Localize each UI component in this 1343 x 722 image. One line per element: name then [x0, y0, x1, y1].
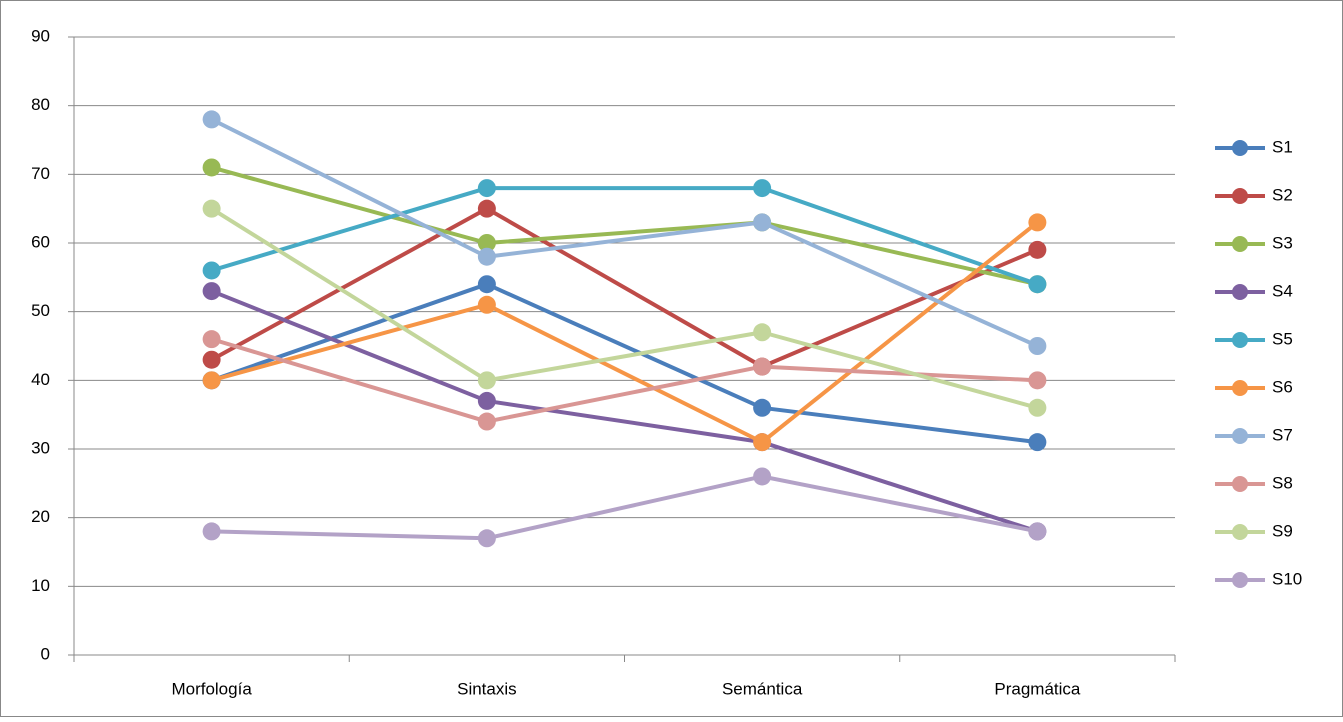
data-point — [753, 398, 772, 417]
data-point — [1028, 433, 1047, 452]
y-tick-label: 70 — [31, 164, 50, 183]
data-point — [477, 391, 496, 410]
data-point — [477, 247, 496, 266]
data-point — [753, 357, 772, 376]
legend-marker — [1232, 524, 1248, 540]
series-line — [211, 165, 1038, 287]
series-line — [210, 289, 1038, 534]
x-tick-label: Semántica — [722, 679, 803, 698]
data-point — [1028, 522, 1047, 541]
data-point — [477, 234, 496, 252]
legend-label: S6 — [1272, 377, 1293, 396]
data-point — [753, 323, 772, 342]
series-line — [210, 206, 1039, 369]
data-point — [1028, 275, 1047, 294]
y-tick-label: 40 — [31, 370, 50, 389]
data-point — [1028, 337, 1047, 355]
series-line — [211, 220, 1039, 445]
data-point — [1028, 240, 1047, 259]
legend-label: S2 — [1272, 185, 1293, 204]
y-tick-label: 20 — [31, 507, 50, 526]
x-tick-label: Sintaxis — [457, 679, 517, 698]
data-point — [202, 522, 221, 541]
legend-marker — [1232, 332, 1248, 348]
data-point — [477, 529, 496, 548]
data-point — [753, 179, 772, 198]
data-point — [477, 179, 496, 198]
legend-label: S3 — [1272, 233, 1293, 252]
data-point — [202, 261, 221, 280]
data-point — [477, 371, 496, 390]
legend-label: S1 — [1272, 137, 1293, 156]
legend-marker — [1232, 572, 1248, 588]
data-point — [477, 199, 496, 218]
data-point — [1028, 371, 1047, 390]
data-point — [477, 412, 496, 431]
data-point — [202, 199, 221, 218]
legend-marker — [1232, 428, 1248, 444]
legend-label: S4 — [1272, 281, 1293, 300]
data-point — [753, 213, 772, 232]
data-point — [202, 371, 221, 390]
series-line — [210, 206, 1038, 410]
series-line — [210, 117, 1039, 348]
series-line — [211, 474, 1038, 541]
data-point — [202, 350, 221, 369]
legend-label: S10 — [1272, 569, 1302, 588]
data-point — [1028, 213, 1047, 232]
y-tick-label: 90 — [31, 26, 50, 45]
x-tick-label: Morfología — [171, 679, 252, 698]
legend-marker — [1232, 140, 1248, 156]
legend-marker — [1232, 380, 1248, 396]
legend-marker — [1232, 284, 1248, 300]
data-point — [202, 282, 221, 301]
y-tick-label: 10 — [31, 576, 50, 595]
data-point — [202, 110, 221, 129]
data-point — [202, 330, 221, 349]
legend-label: S7 — [1272, 425, 1293, 444]
series-line — [211, 186, 1039, 287]
series-line — [210, 282, 1038, 445]
series-line — [211, 337, 1038, 424]
data-point — [1028, 398, 1047, 417]
y-tick-label: 80 — [31, 95, 50, 114]
y-tick-label: 60 — [31, 232, 50, 251]
y-tick-label: 0 — [41, 644, 50, 663]
data-point — [753, 467, 772, 486]
y-tick-label: 30 — [31, 438, 50, 457]
legend-marker — [1232, 236, 1248, 252]
legend-label: S8 — [1272, 473, 1293, 492]
data-point — [753, 433, 772, 452]
x-tick-label: Pragmática — [994, 679, 1081, 698]
data-point — [477, 275, 496, 294]
legend-marker — [1232, 188, 1248, 204]
data-point — [202, 158, 221, 177]
y-tick-label: 50 — [31, 301, 50, 320]
legend-label: S9 — [1272, 521, 1293, 540]
legend-label: S5 — [1272, 329, 1293, 348]
data-point — [477, 295, 496, 314]
legend-marker — [1232, 476, 1248, 492]
